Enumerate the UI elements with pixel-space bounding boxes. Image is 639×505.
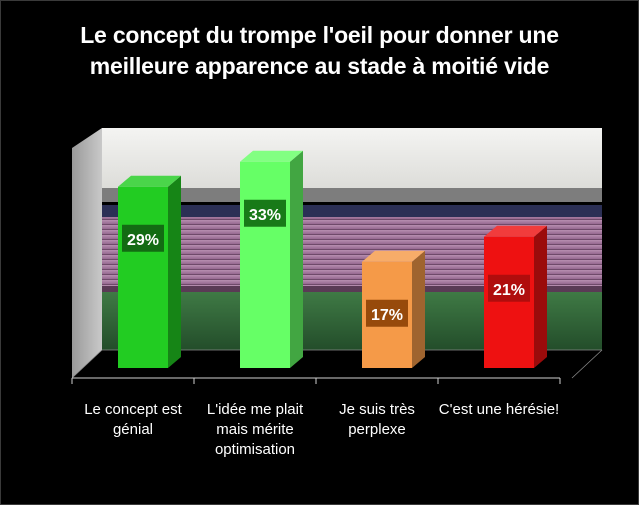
category-label-3: Je suis très perplexe (339, 401, 415, 438)
bar-1: 29% (118, 175, 181, 368)
floor-right-edge (571, 349, 603, 379)
bar-2-front (240, 161, 290, 368)
data-label-1-box (122, 224, 164, 252)
data-label-2: 33% (249, 207, 281, 224)
bar-1-front (118, 186, 168, 368)
x-axis (71, 377, 561, 384)
category-label-2: L'idée me plait mais mérite optimisation (206, 401, 304, 458)
bar-2-top (240, 150, 303, 162)
data-label-3-box (366, 299, 408, 327)
bar-4-side (534, 225, 547, 368)
bar-4: 21% (484, 225, 547, 368)
chart-title-line-2: meilleure apparence au stade à moitié vi… (89, 53, 550, 79)
data-label-3: 17% (371, 307, 403, 324)
bar-4-top (484, 225, 547, 237)
data-label-4: 21% (493, 282, 525, 299)
roof-band (102, 188, 602, 202)
bar-3: 17% (362, 250, 425, 368)
data-label-1: 29% (127, 232, 159, 249)
data-label-4-box (488, 274, 530, 302)
chart-title-line-1: Le concept du trompe l'oeil pour donner … (80, 22, 559, 48)
bar-3-side (412, 250, 425, 368)
category-label-1: Le concept est génial (84, 401, 182, 438)
bar-4-front (484, 236, 534, 368)
chart-floor (72, 350, 602, 378)
bar-1-top (118, 175, 181, 187)
pitch-barrier (102, 286, 602, 292)
chart-title: Le concept du trompe l'oeil pour donner … (20, 20, 619, 82)
data-label-2-box (244, 199, 286, 227)
bars-layer: 29% 33% 17% 21% (118, 150, 547, 368)
bar-2: 33% (240, 150, 303, 368)
floor-left-edge (71, 349, 103, 379)
bar-3-top (362, 250, 425, 262)
side-wall (72, 128, 102, 378)
ad-board (102, 205, 602, 217)
bar-2-side (290, 150, 303, 368)
bar-1-side (168, 175, 181, 368)
category-label-4: C'est une hérésie! (438, 401, 560, 418)
